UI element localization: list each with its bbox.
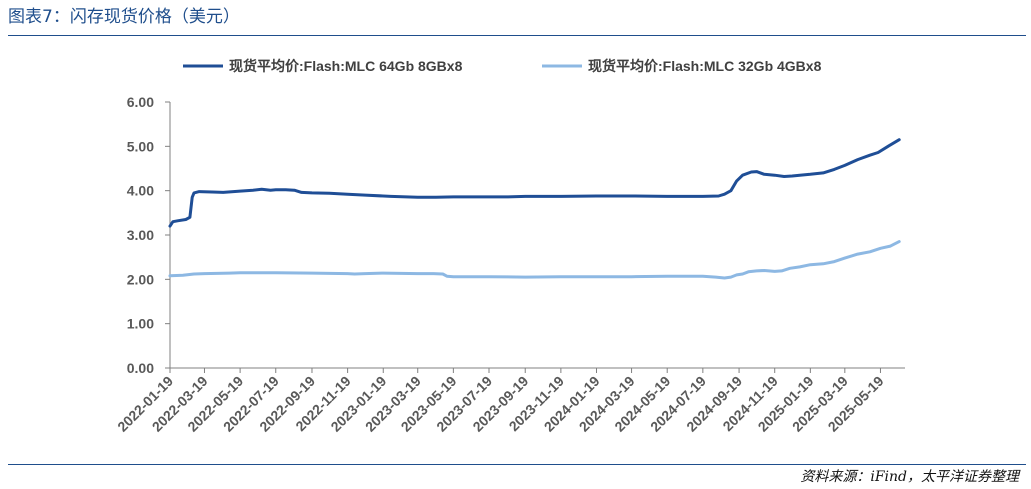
y-tick-label: 6.00 [127, 94, 154, 110]
y-tick-label: 4.00 [127, 183, 154, 199]
y-axis: 0.00 1.00 2.00 3.00 4.00 5.00 6.00 [127, 94, 171, 376]
chart-series [168, 138, 901, 280]
title-divider [8, 35, 1026, 36]
source-note: 资料来源：iFind，太平洋证券整理 [800, 469, 1019, 485]
series-line-1 [168, 138, 901, 228]
series-line-2 [168, 240, 901, 280]
y-tick-label: 5.00 [127, 138, 154, 154]
y-tick-label: 2.00 [127, 271, 154, 287]
chart-title: 图表7：闪存现货价格（美元） [8, 7, 240, 27]
footer-divider [8, 464, 1026, 465]
y-tick-label: 3.00 [127, 227, 154, 243]
chart-legend: 现货平均价:Flash:MLC 64Gb 8GBx8 现货平均价:Flash:ML… [183, 58, 822, 74]
legend-label-1: 现货平均价:Flash:MLC 64Gb 8GBx8 [229, 58, 463, 74]
y-tick-label: 0.00 [127, 360, 154, 376]
y-tick-label: 1.00 [127, 316, 154, 332]
x-axis: 2022-01-192022-03-192022-05-192022-07-19… [114, 367, 905, 435]
legend-label-2: 现货平均价:Flash:MLC 32Gb 4GBx8 [588, 58, 822, 74]
